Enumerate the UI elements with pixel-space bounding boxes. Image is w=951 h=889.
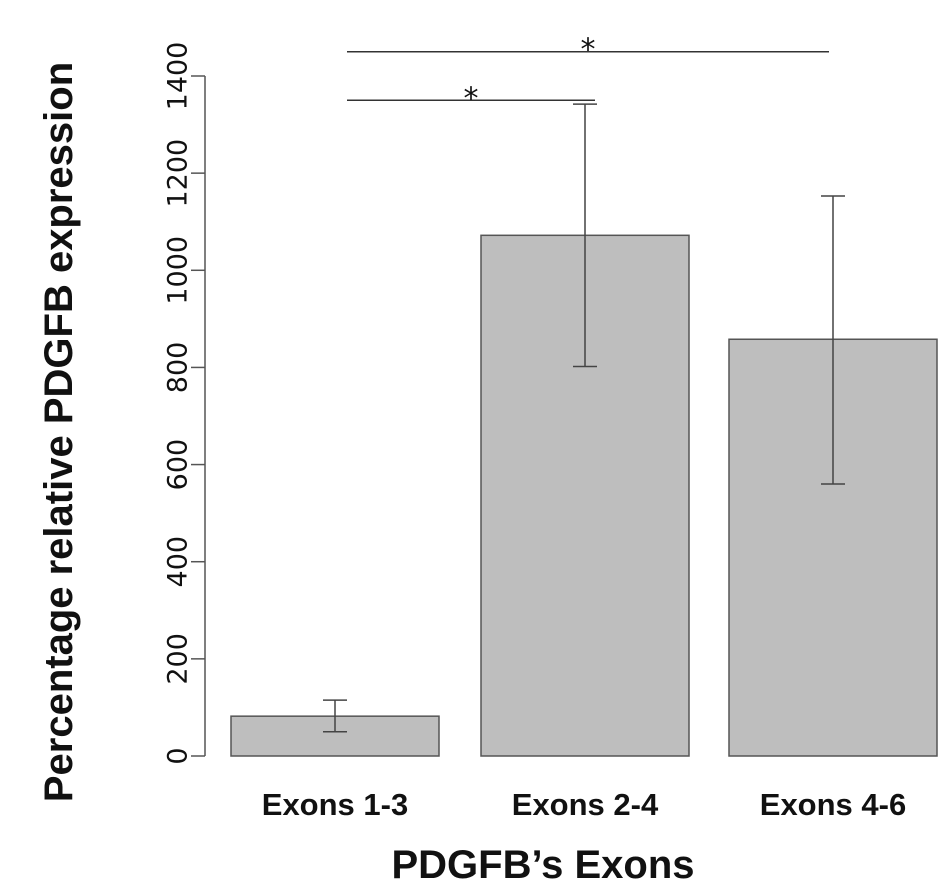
x-tick-label: Exons 1-3 (262, 787, 408, 822)
x-axis-title: PDGFB’s Exons (391, 843, 694, 887)
y-tick-label: 0 (163, 747, 194, 764)
significance-star: * (581, 33, 596, 68)
plot-area: 0 200 400 600 800 1000 1200 1400 Exons 1-3 Exons … (163, 33, 938, 822)
significance-star: * (464, 81, 479, 116)
y-tick-label: 1200 (163, 139, 194, 208)
y-tick-label: 200 (163, 633, 194, 685)
x-tick-label: Exons 2-4 (512, 787, 659, 822)
y-tick-label: 400 (163, 536, 194, 588)
y-tick-label: 1400 (163, 42, 194, 111)
y-tick-label: 600 (163, 439, 194, 491)
y-axis-title: Percentage relative PDGFB expression (37, 62, 81, 802)
x-tick-label: Exons 4-6 (760, 787, 906, 822)
y-tick-label: 800 (163, 342, 194, 394)
y-tick-label: 1000 (163, 236, 194, 305)
